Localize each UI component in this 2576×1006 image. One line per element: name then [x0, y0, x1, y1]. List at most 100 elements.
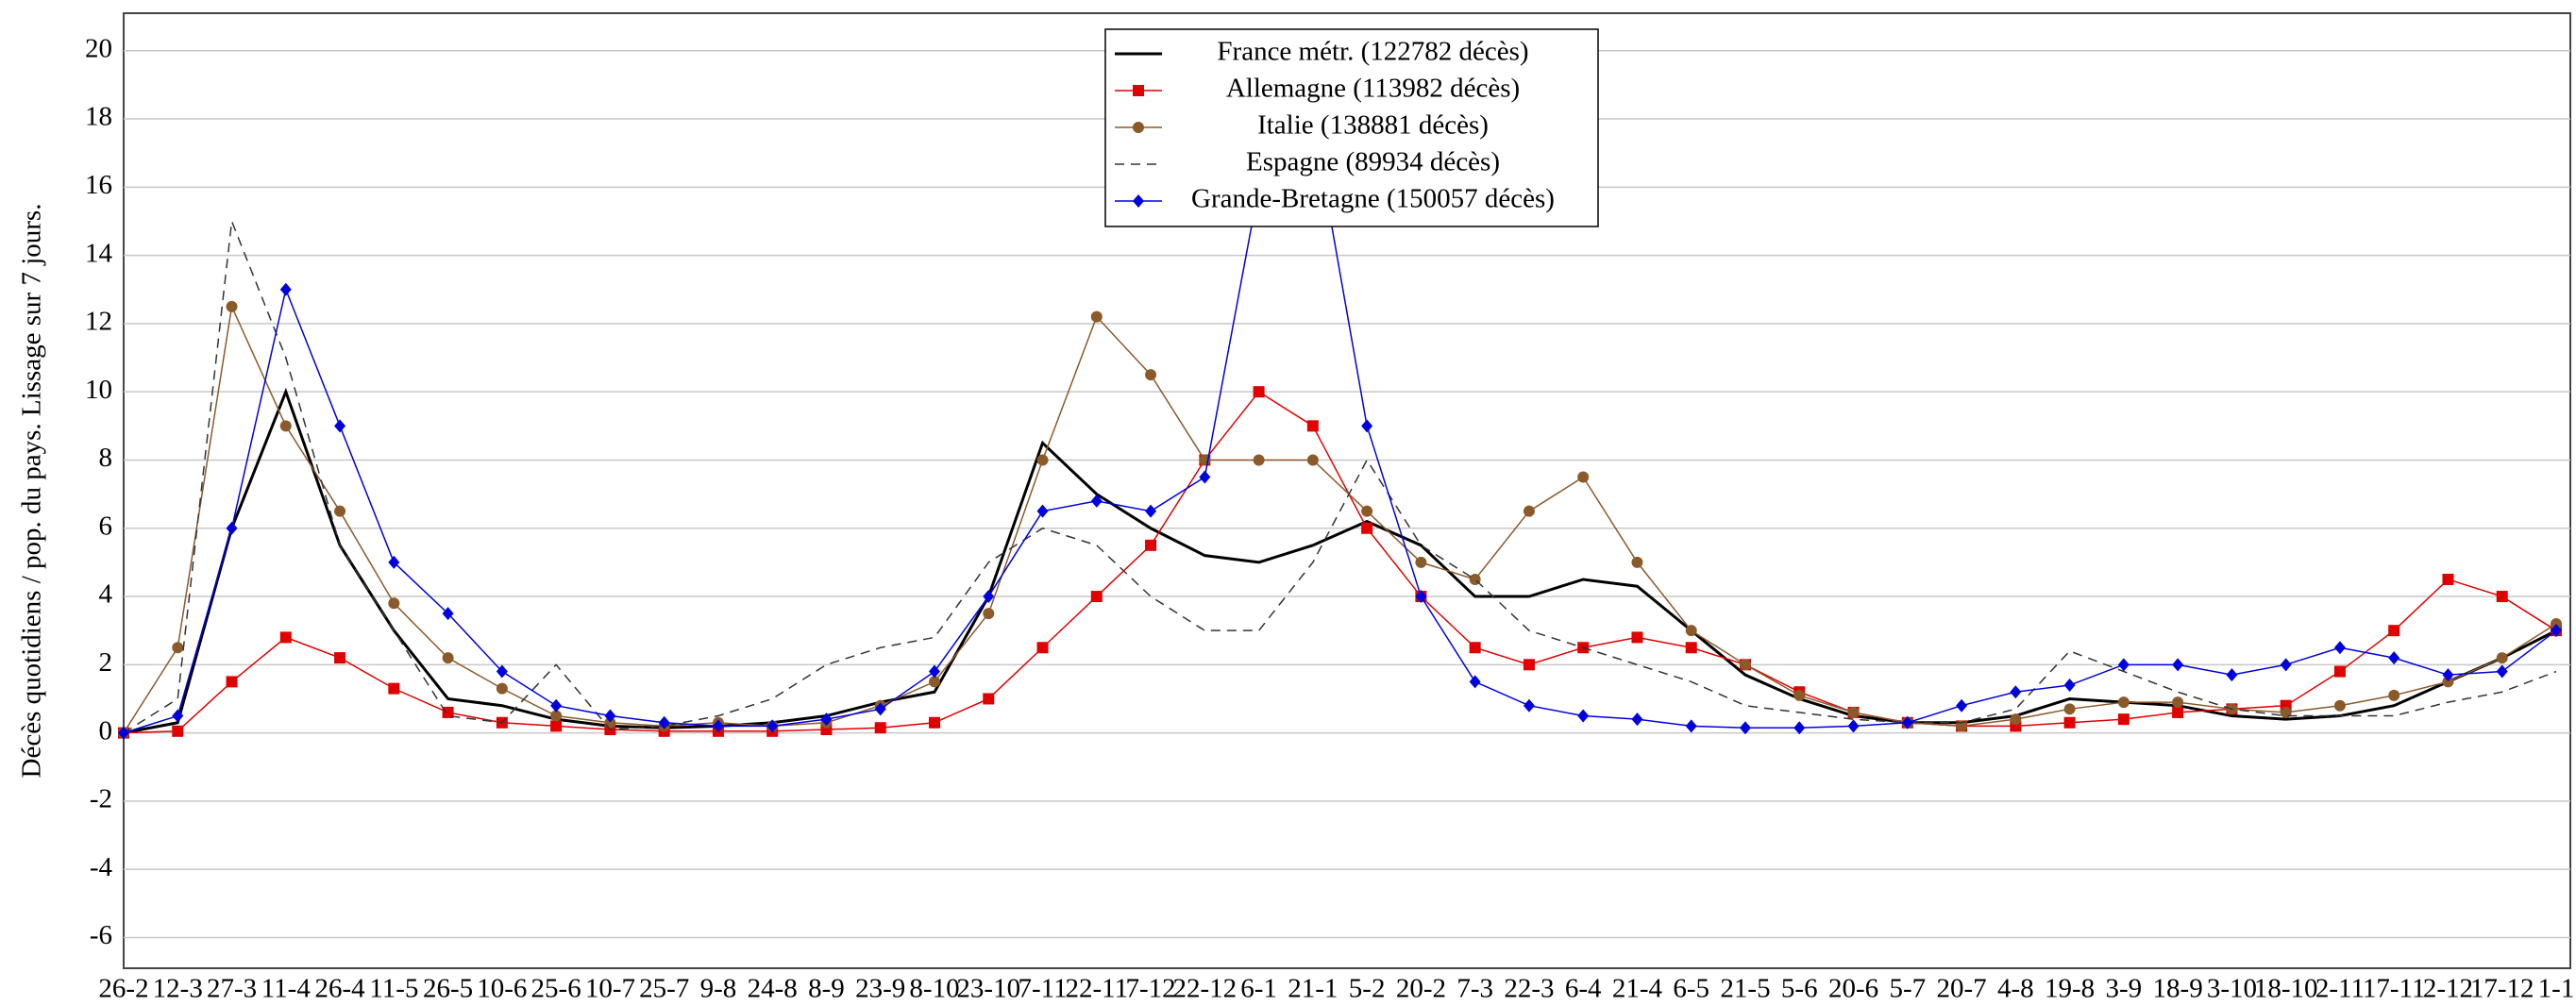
marker	[820, 713, 833, 727]
marker	[2333, 699, 2346, 712]
marker	[1740, 721, 1751, 735]
marker	[2226, 668, 2238, 682]
marker	[1740, 659, 1751, 671]
marker	[1415, 590, 1427, 604]
marker	[1361, 522, 1373, 534]
series	[118, 386, 2562, 739]
x-tick-label: 7-3	[1456, 974, 1493, 1004]
x-tick-label: 19-8	[2045, 974, 2095, 1004]
marker	[1090, 494, 1103, 508]
series-line	[123, 117, 2557, 734]
marker	[172, 709, 184, 723]
y-tick-label: 2	[99, 647, 113, 678]
legend-label: France métr. (122782 décès)	[1217, 37, 1528, 67]
x-tick-label: 27-3	[207, 974, 257, 1004]
x-tick-label: 6-1	[1240, 974, 1277, 1004]
x-tick-label: 20-7	[1936, 974, 1986, 1004]
y-tick-label: -2	[90, 784, 112, 814]
marker	[550, 720, 563, 732]
x-tick-label: 25-7	[639, 974, 689, 1004]
marker	[1523, 698, 1535, 713]
marker	[496, 664, 508, 679]
x-tick-label: 11-4	[261, 974, 311, 1004]
marker	[118, 726, 129, 740]
marker	[496, 682, 508, 695]
marker	[1306, 420, 1319, 432]
marker	[2063, 716, 2076, 729]
marker	[172, 725, 184, 737]
marker	[1469, 642, 1481, 654]
legend-marker	[1133, 194, 1144, 208]
x-tick-label: 10-6	[477, 974, 527, 1004]
marker	[1469, 675, 1481, 689]
series-line	[123, 387, 2557, 735]
x-tick-label: 12-3	[153, 974, 203, 1004]
marker	[1090, 310, 1103, 323]
x-tick-label: 2-11	[2315, 974, 2365, 1004]
marker	[1956, 698, 1968, 713]
x-tick-label: 24-8	[748, 974, 798, 1004]
marker	[226, 676, 238, 688]
marker	[279, 282, 292, 296]
legend: France métr. (122782 décès) Allemagne (11…	[1104, 28, 1599, 227]
marker	[1361, 505, 1373, 517]
marker	[226, 521, 238, 535]
marker	[1685, 719, 1697, 733]
y-tick-label: -6	[90, 920, 112, 950]
x-tick-label: 18-10	[2254, 974, 2318, 1004]
series-line	[123, 304, 2557, 734]
x-tick-label: 21-1	[1288, 974, 1338, 1004]
legend-box	[1104, 28, 1599, 227]
x-tick-label: 6-4	[1565, 974, 1602, 1004]
marker	[604, 709, 616, 723]
marker	[1036, 642, 1049, 654]
x-tick-label: 25-6	[531, 974, 581, 1004]
legend-label: Grande-Bretagne (150057 décès)	[1191, 184, 1555, 214]
x-tick-label: 21-5	[1720, 974, 1770, 1004]
marker	[2388, 651, 2400, 665]
x-tick-label: 23-10	[956, 974, 1020, 1004]
y-tick-label: 14	[85, 238, 113, 268]
legend-label: Allemagne (113982 décès)	[1226, 74, 1520, 104]
marker	[1253, 454, 1265, 466]
x-tick-label: 26-5	[423, 974, 473, 1004]
series	[123, 221, 2557, 734]
marker	[442, 607, 454, 621]
legend-label: Espagne (89934 décès)	[1246, 147, 1500, 177]
y-tick-label: 12	[85, 307, 112, 337]
marker	[2172, 696, 2184, 709]
marker	[929, 716, 940, 729]
marker	[1793, 721, 1806, 735]
marker	[766, 719, 779, 733]
marker	[334, 652, 346, 664]
x-tick-label: 1-1	[2538, 974, 2575, 1004]
x-tick-label: 6-5	[1673, 974, 1709, 1004]
x-tick-label: 20-2	[1396, 974, 1446, 1004]
marker	[1090, 591, 1103, 603]
marker	[172, 642, 184, 654]
y-tick-label: 6	[99, 511, 113, 541]
marker	[1036, 454, 1049, 466]
marker	[1793, 689, 1806, 701]
y-tick-label: 16	[85, 170, 112, 200]
marker	[388, 597, 400, 610]
x-tick-label: 22-11	[1066, 974, 1129, 1004]
x-tick-label: 21-4	[1612, 974, 1663, 1004]
marker	[1306, 454, 1319, 466]
y-tick-label: 10	[85, 375, 112, 405]
marker	[388, 555, 400, 569]
marker	[2442, 676, 2454, 688]
marker	[2117, 658, 2130, 672]
x-tick-label: 26-2	[98, 974, 148, 1004]
marker	[2117, 696, 2130, 709]
y-tick-label: 18	[85, 102, 112, 132]
series	[123, 387, 2557, 735]
marker	[1415, 556, 1427, 568]
marker	[874, 702, 886, 716]
x-tick-label: 8-10	[909, 974, 959, 1004]
marker	[2442, 668, 2454, 682]
marker	[874, 722, 886, 734]
series	[118, 112, 2562, 740]
series	[118, 300, 2562, 739]
marker	[929, 676, 940, 688]
